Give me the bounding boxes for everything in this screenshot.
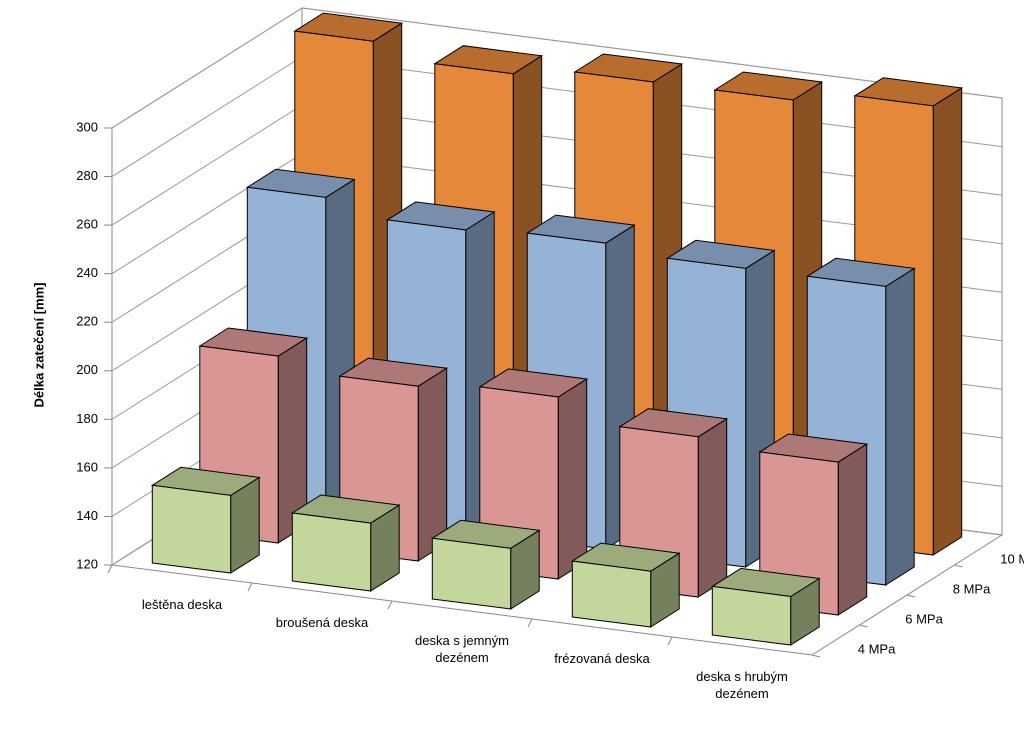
bar-front <box>571 560 652 628</box>
x-tick <box>667 636 673 646</box>
y-tick-label: 240 <box>76 265 98 280</box>
y-tick-label: 120 <box>76 556 98 571</box>
bar-front <box>431 537 512 610</box>
depth-tick <box>859 624 868 628</box>
bar-side <box>837 443 868 616</box>
grid-line <box>111 7 1003 129</box>
bar <box>290 494 401 592</box>
y-tick-label: 200 <box>76 362 98 377</box>
legend-label: 8 MPa <box>953 581 991 596</box>
x-tick <box>247 582 253 592</box>
legend-label: 10 MPa <box>1000 551 1024 566</box>
y-tick-label: 220 <box>76 314 98 329</box>
y-tick-label: 140 <box>76 508 98 523</box>
x-tick-label: leštěna deska <box>141 597 223 612</box>
x-tick-label: deska s hrubým dezénem <box>696 669 788 701</box>
y-tick-label: 300 <box>76 119 98 134</box>
bar <box>710 567 821 646</box>
depth-tick <box>954 564 963 568</box>
depth-tick <box>906 594 916 598</box>
bar-front <box>151 484 232 574</box>
bar-side <box>932 86 963 556</box>
x-tick <box>107 564 113 574</box>
bar-side <box>885 267 915 586</box>
x-tick-label: deska s jemným dezénem <box>415 633 509 665</box>
bar-front <box>711 585 792 646</box>
legend-label: 4 MPa <box>858 641 896 656</box>
bar-side <box>557 378 588 580</box>
x-tick <box>387 600 393 610</box>
bar <box>805 257 916 586</box>
y-tick-label: 160 <box>76 459 98 474</box>
bar <box>430 519 541 610</box>
y-axis-title: Délka zatečení [mm] <box>31 283 46 408</box>
bar <box>570 542 681 628</box>
x-tick <box>527 618 533 628</box>
depth-tick <box>811 654 821 658</box>
bar-side <box>697 417 728 598</box>
bar <box>150 466 261 574</box>
x-tick-label: frézovaná deska <box>554 651 650 666</box>
y-tick-label: 180 <box>76 411 98 426</box>
x-tick-label: broušená deska <box>275 615 369 630</box>
y-tick-label: 260 <box>76 217 98 232</box>
y-tick-label: 280 <box>76 168 98 183</box>
bar-front <box>291 512 372 592</box>
legend-label: 6 MPa <box>905 611 943 626</box>
